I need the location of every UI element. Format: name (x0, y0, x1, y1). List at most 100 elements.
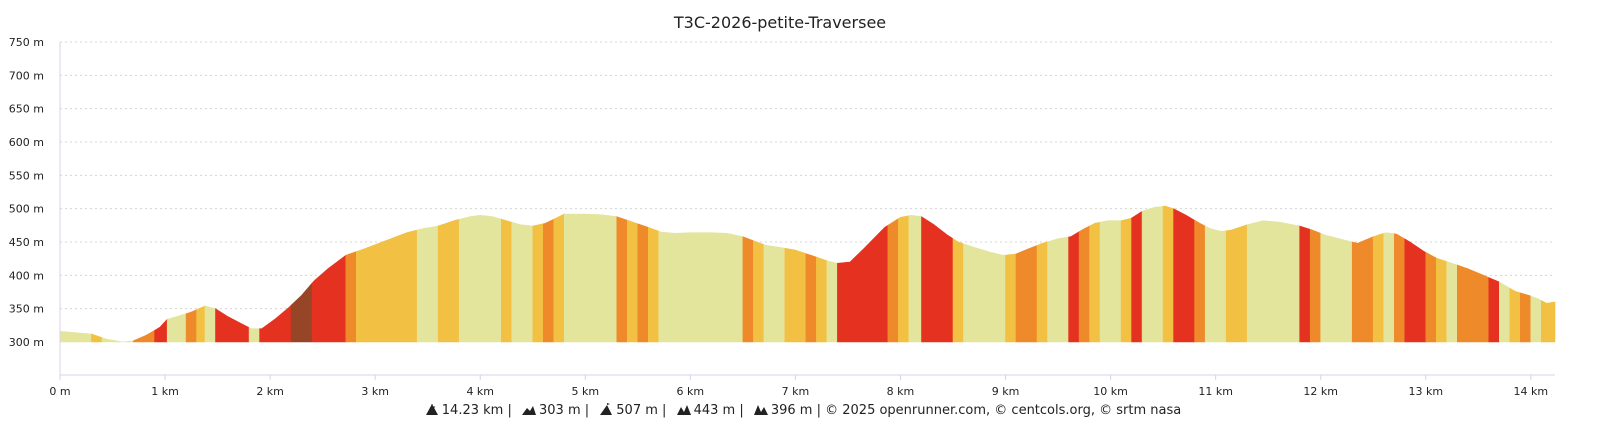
slope-segment (564, 213, 618, 343)
x-tick-label: 4 km (466, 385, 494, 398)
slope-segment (1068, 231, 1080, 343)
slope-segment (1404, 238, 1427, 343)
slope-segment (185, 309, 197, 343)
x-tick-label: 9 km (992, 385, 1020, 398)
slope-segment (133, 329, 155, 343)
y-tick-label: 300 m (9, 336, 44, 349)
slope-segment (166, 313, 187, 343)
slope-segment (627, 219, 639, 343)
x-tick-label: 2 km (256, 385, 284, 398)
x-tick-label: 10 km (1093, 385, 1128, 398)
slope-segment (196, 305, 206, 343)
x-tick-label: 7 km (782, 385, 810, 398)
ascent-value: 443 m (693, 403, 736, 418)
slope-segment (837, 224, 889, 343)
slope-segment (1488, 277, 1500, 343)
slope-segment (1246, 220, 1300, 343)
slope-segment (763, 244, 786, 343)
slope-segment (1457, 264, 1469, 343)
slope-segment (311, 254, 347, 343)
y-tick-label: 650 m (9, 103, 44, 116)
descent-value: 396 m (770, 403, 813, 418)
slope-segment (1141, 205, 1164, 343)
slope-segment (215, 308, 250, 343)
elevation-gain-icon (522, 403, 536, 415)
slope-segment (1509, 287, 1521, 343)
slope-segment (553, 213, 565, 343)
slope-segment (259, 304, 292, 343)
max-altitude-icon (599, 403, 613, 415)
slope-segment (1394, 233, 1406, 343)
elevation-gain-value: 303 m (539, 403, 581, 418)
slope-segment (1541, 300, 1556, 343)
slope-segment (887, 218, 899, 343)
x-tick-label: 1 km (151, 385, 179, 398)
slope-segment (1131, 210, 1143, 343)
slope-segment (1425, 251, 1437, 343)
x-tick-label: 5 km (572, 385, 600, 398)
slope-segment (1299, 225, 1311, 343)
separator: | (662, 403, 667, 418)
slope-segment (532, 223, 544, 343)
slope-segment (248, 327, 260, 343)
slope-segment (952, 238, 964, 343)
slope-segment (1436, 257, 1448, 343)
slope-segment (637, 223, 649, 343)
slope-segment (101, 337, 134, 343)
elevation-area (59, 205, 1556, 343)
x-tick-label: 11 km (1198, 385, 1233, 398)
slope-segment (501, 218, 513, 343)
max-altitude-value: 507 m (616, 403, 658, 418)
separator: | (739, 403, 744, 418)
slope-segment (416, 225, 439, 343)
y-tick-label: 700 m (9, 69, 44, 82)
footer-stats: 14.23 km | 303 m | 507 m | 443 m | 396 m… (0, 403, 1600, 418)
slope-segment (345, 251, 357, 343)
slope-segment (511, 221, 534, 343)
slope-segment (658, 230, 744, 343)
chart-title: T3C-2026-petite-Traversee (673, 13, 886, 32)
slope-segment (1467, 268, 1490, 343)
slope-segment (826, 260, 838, 343)
slope-segment (204, 305, 216, 343)
slope-segment (1320, 232, 1353, 343)
slope-segment (437, 218, 460, 343)
x-tick-label: 3 km (361, 385, 389, 398)
x-tick-label: 13 km (1408, 385, 1443, 398)
slope-segment (1015, 244, 1038, 343)
slope-segment (290, 282, 313, 343)
x-tick-label: 0 m (49, 385, 70, 398)
y-tick-label: 450 m (9, 236, 44, 249)
slope-segment (784, 247, 807, 343)
y-tick-label: 400 m (9, 269, 44, 282)
ascent-icon (676, 403, 691, 415)
slope-segment (1120, 217, 1132, 343)
slope-segment (963, 243, 1006, 343)
slope-segment (1047, 236, 1069, 343)
y-tick-label: 600 m (9, 136, 44, 149)
slope-segment (816, 256, 828, 343)
slope-segment (543, 218, 555, 343)
slope-segment (648, 226, 660, 343)
axis-layer: 300 m 350 m 400 m 450 m 500 m 550 m 600 m 650 m… (9, 36, 1555, 398)
slope-segment (1005, 253, 1017, 343)
slope-segment (921, 216, 954, 343)
slope-segment (616, 216, 628, 343)
slope-segment (1225, 224, 1248, 343)
slope-segment (59, 330, 92, 343)
x-tick-label: 8 km (887, 385, 915, 398)
slope-segment (1520, 292, 1532, 343)
distance-value: 14.23 km (441, 403, 504, 418)
slope-segment (1530, 295, 1542, 343)
slope-segment (1036, 241, 1048, 343)
slope-segment (1499, 281, 1511, 343)
slope-segment (1446, 261, 1458, 343)
slope-segment (742, 236, 754, 343)
slope-segment (1173, 208, 1195, 343)
y-tick-label: 550 m (9, 169, 44, 182)
slope-segment (1204, 225, 1227, 343)
y-tick-label: 750 m (9, 36, 44, 49)
slope-segment (91, 333, 103, 343)
slope-segment (1162, 205, 1174, 343)
